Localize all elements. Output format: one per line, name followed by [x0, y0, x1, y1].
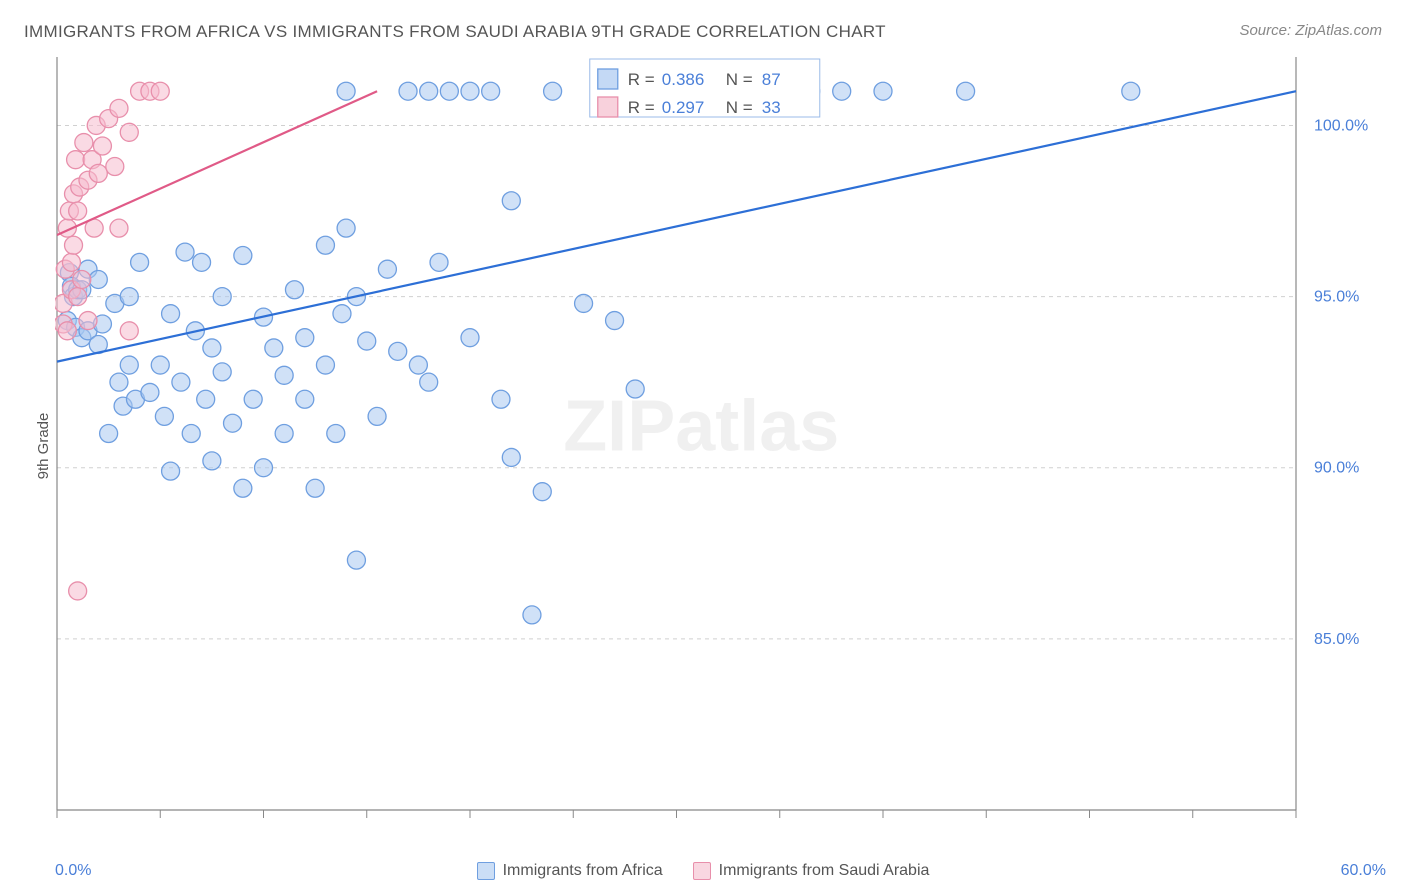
svg-text:0.386: 0.386 [662, 70, 705, 89]
legend-item-saudi: Immigrants from Saudi Arabia [693, 862, 930, 880]
chart-title: IMMIGRANTS FROM AFRICA VS IMMIGRANTS FRO… [24, 22, 886, 42]
svg-text:R =: R = [628, 70, 655, 89]
chart-area: 85.0% 90.0% 95.0% 100.0% ZIPatlas R = 0.386 N =… [55, 55, 1386, 832]
chart-source: Source: ZipAtlas.com [1239, 22, 1382, 39]
bottom-legend: Immigrants from Africa Immigrants from S… [0, 862, 1406, 880]
svg-text:90.0%: 90.0% [1314, 460, 1359, 477]
svg-text:100.0%: 100.0% [1314, 117, 1368, 134]
svg-text:0.297: 0.297 [662, 98, 705, 117]
legend-label-saudi: Immigrants from Saudi Arabia [719, 862, 930, 880]
svg-text:ZIPatlas: ZIPatlas [563, 387, 839, 467]
legend-item-africa: Immigrants from Africa [477, 862, 663, 880]
legend-swatch-africa [477, 862, 495, 880]
y-axis-label: 9th Grade [35, 413, 52, 480]
svg-text:95.0%: 95.0% [1314, 289, 1359, 306]
svg-text:N =: N = [726, 70, 753, 89]
scatter-plot: 85.0% 90.0% 95.0% 100.0% ZIPatlas R = 0.386 N =… [55, 55, 1386, 832]
svg-text:33: 33 [762, 98, 781, 117]
legend-label-africa: Immigrants from Africa [503, 862, 663, 880]
svg-text:N =: N = [726, 98, 753, 117]
svg-text:87: 87 [762, 70, 781, 89]
svg-text:R =: R = [628, 98, 655, 117]
svg-text:85.0%: 85.0% [1314, 631, 1359, 648]
legend-swatch-saudi [693, 862, 711, 880]
